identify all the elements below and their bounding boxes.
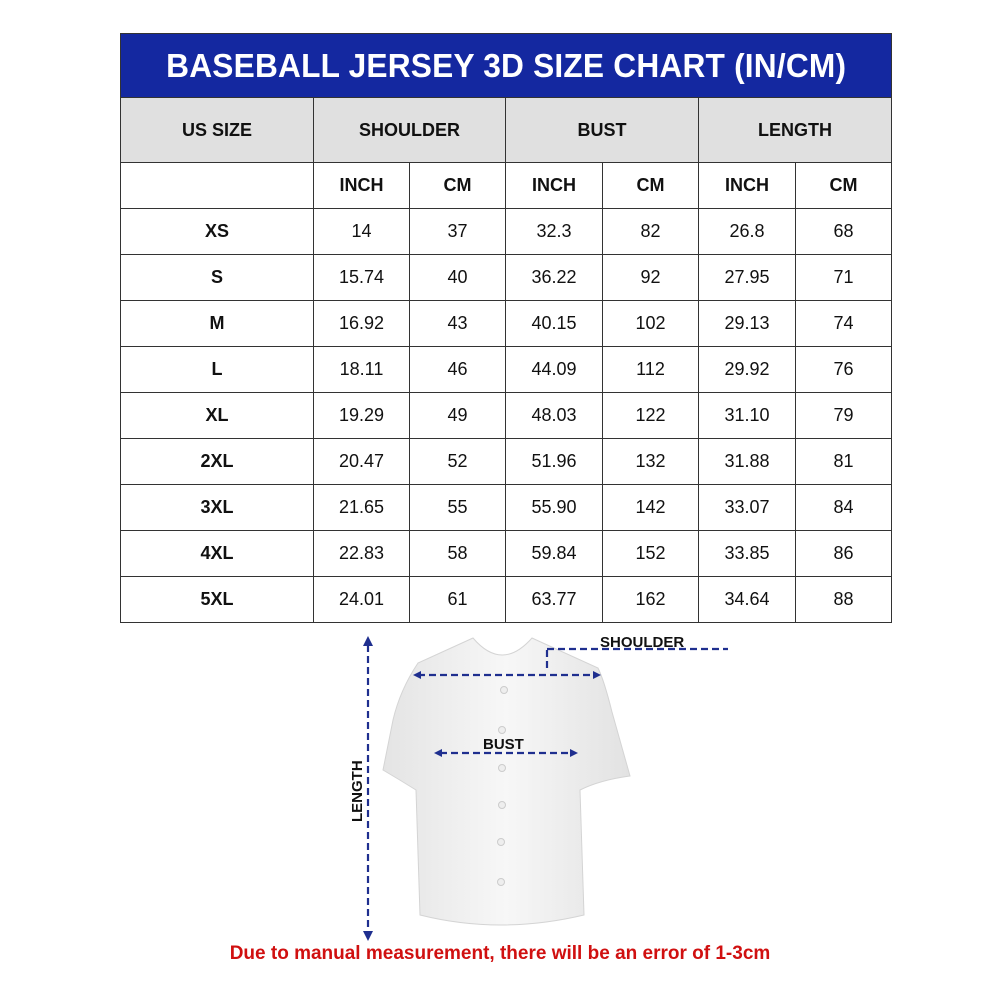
value-cell: 58 bbox=[409, 530, 506, 577]
table-row: M 16.92 43 40.15 102 29.13 74 bbox=[120, 300, 893, 347]
value-cell: 32.3 bbox=[505, 208, 603, 255]
header-length: LENGTH bbox=[697, 97, 893, 163]
value-cell: 16.92 bbox=[313, 300, 410, 347]
shoulder-label: SHOULDER bbox=[600, 634, 684, 651]
value-cell: 68 bbox=[794, 208, 893, 255]
value-cell: 63.77 bbox=[505, 576, 603, 623]
value-cell: 29.13 bbox=[698, 300, 796, 347]
size-cell: 4XL bbox=[120, 530, 314, 577]
unit-header: CM bbox=[409, 162, 506, 209]
value-cell: 74 bbox=[794, 300, 893, 347]
size-cell: 3XL bbox=[120, 484, 314, 531]
length-label: LENGTH bbox=[349, 760, 366, 822]
value-cell: 46 bbox=[409, 346, 506, 393]
value-cell: 31.88 bbox=[698, 438, 796, 485]
header-bust: BUST bbox=[505, 97, 699, 163]
unit-empty bbox=[120, 162, 314, 209]
value-cell: 112 bbox=[602, 346, 699, 393]
measurement-note: Due to manual measurement, there will be… bbox=[229, 943, 771, 964]
value-cell: 76 bbox=[794, 346, 893, 393]
value-cell: 55.90 bbox=[505, 484, 603, 531]
table-row: L 18.11 46 44.09 112 29.92 76 bbox=[120, 346, 893, 393]
header-shoulder: SHOULDER bbox=[313, 97, 506, 163]
header-us-size: US SIZE bbox=[120, 97, 314, 163]
button-icons bbox=[497, 686, 508, 886]
jersey-diagram: SHOULDER BUST LENGTH bbox=[349, 634, 728, 941]
value-cell: 44.09 bbox=[505, 346, 603, 393]
arrowhead-icons bbox=[363, 636, 601, 941]
unit-header: INCH bbox=[313, 162, 410, 209]
value-cell: 26.8 bbox=[698, 208, 796, 255]
value-cell: 31.10 bbox=[698, 392, 796, 439]
value-cell: 24.01 bbox=[313, 576, 410, 623]
value-cell: 33.07 bbox=[698, 484, 796, 531]
value-cell: 22.83 bbox=[313, 530, 410, 577]
value-cell: 82 bbox=[602, 208, 699, 255]
unit-header: INCH bbox=[505, 162, 603, 209]
size-chart-table: BASEBALL JERSEY 3D SIZE CHART (IN/CM) US… bbox=[119, 33, 893, 623]
chart-title: BASEBALL JERSEY 3D SIZE CHART (IN/CM) bbox=[119, 33, 893, 98]
value-cell: 36.22 bbox=[505, 254, 603, 301]
value-cell: 132 bbox=[602, 438, 699, 485]
value-cell: 19.29 bbox=[313, 392, 410, 439]
value-cell: 40.15 bbox=[505, 300, 603, 347]
value-cell: 20.47 bbox=[313, 438, 410, 485]
value-cell: 86 bbox=[794, 530, 893, 577]
table-row: 5XL 24.01 61 63.77 162 34.64 88 bbox=[120, 576, 893, 623]
value-cell: 79 bbox=[794, 392, 893, 439]
value-cell: 49 bbox=[409, 392, 506, 439]
table-row: S 15.74 40 36.22 92 27.95 71 bbox=[120, 254, 893, 301]
size-cell: 5XL bbox=[120, 576, 314, 623]
value-cell: 40 bbox=[409, 254, 506, 301]
bust-label: BUST bbox=[483, 736, 524, 753]
size-cell: XS bbox=[120, 208, 314, 255]
value-cell: 51.96 bbox=[505, 438, 603, 485]
value-cell: 122 bbox=[602, 392, 699, 439]
size-cell: S bbox=[120, 254, 314, 301]
value-cell: 88 bbox=[794, 576, 893, 623]
value-cell: 84 bbox=[794, 484, 893, 531]
table-row: 3XL 21.65 55 55.90 142 33.07 84 bbox=[120, 484, 893, 531]
value-cell: 52 bbox=[409, 438, 506, 485]
size-cell: XL bbox=[120, 392, 314, 439]
value-cell: 21.65 bbox=[313, 484, 410, 531]
value-cell: 15.74 bbox=[313, 254, 410, 301]
table-row: XL 19.29 49 48.03 122 31.10 79 bbox=[120, 392, 893, 439]
value-cell: 18.11 bbox=[313, 346, 410, 393]
value-cell: 43 bbox=[409, 300, 506, 347]
value-cell: 102 bbox=[602, 300, 699, 347]
unit-header: CM bbox=[794, 162, 893, 209]
value-cell: 142 bbox=[602, 484, 699, 531]
value-cell: 59.84 bbox=[505, 530, 603, 577]
size-cell: L bbox=[120, 346, 314, 393]
value-cell: 152 bbox=[602, 530, 699, 577]
value-cell: 33.85 bbox=[698, 530, 796, 577]
value-cell: 71 bbox=[794, 254, 893, 301]
value-cell: 55 bbox=[409, 484, 506, 531]
size-cell: 2XL bbox=[120, 438, 314, 485]
size-cell: M bbox=[120, 300, 314, 347]
unit-header: CM bbox=[602, 162, 699, 209]
value-cell: 27.95 bbox=[698, 254, 796, 301]
value-cell: 14 bbox=[313, 208, 410, 255]
value-cell: 48.03 bbox=[505, 392, 603, 439]
value-cell: 61 bbox=[409, 576, 506, 623]
table-row: 2XL 20.47 52 51.96 132 31.88 81 bbox=[120, 438, 893, 485]
jersey-image bbox=[382, 637, 631, 926]
table-row: XS 14 37 32.3 82 26.8 68 bbox=[120, 208, 893, 255]
value-cell: 29.92 bbox=[698, 346, 796, 393]
value-cell: 162 bbox=[602, 576, 699, 623]
table-row: 4XL 22.83 58 59.84 152 33.85 86 bbox=[120, 530, 893, 577]
value-cell: 34.64 bbox=[698, 576, 796, 623]
value-cell: 37 bbox=[409, 208, 506, 255]
unit-header: INCH bbox=[698, 162, 796, 209]
value-cell: 81 bbox=[794, 438, 893, 485]
value-cell: 92 bbox=[602, 254, 699, 301]
